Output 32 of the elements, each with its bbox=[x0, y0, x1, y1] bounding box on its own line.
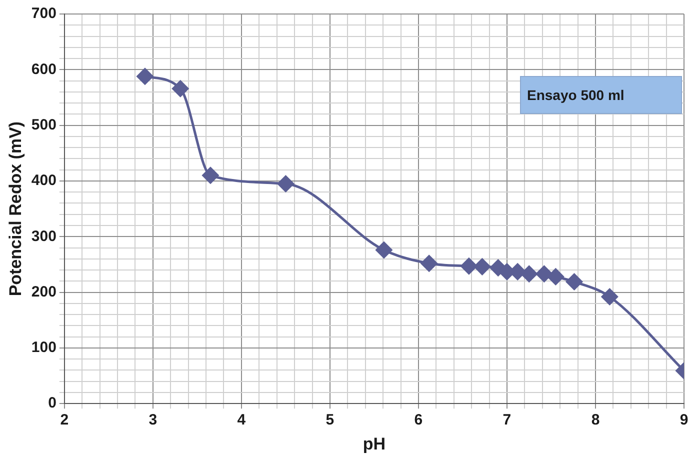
point bbox=[172, 80, 189, 97]
y-tick-label: 500 bbox=[31, 116, 56, 134]
point bbox=[420, 255, 438, 272]
y-axis-title: Potencial Redox (mV) bbox=[6, 121, 25, 296]
point bbox=[376, 242, 392, 258]
x-tick-label: 8 bbox=[591, 412, 600, 429]
y-tick-label: 300 bbox=[31, 228, 56, 245]
point bbox=[202, 167, 219, 184]
y-tick-label: 0 bbox=[48, 394, 56, 412]
point bbox=[601, 288, 618, 305]
x-tick-label: 7 bbox=[502, 412, 512, 429]
point bbox=[460, 258, 478, 274]
x-tick-label: 9 bbox=[680, 412, 688, 429]
y-tick-label: 400 bbox=[31, 172, 56, 190]
point bbox=[536, 266, 552, 282]
x-axis-title: pH bbox=[362, 434, 386, 454]
y-tick-label: 600 bbox=[31, 60, 56, 78]
y-tick-label: 700 bbox=[31, 5, 56, 22]
y-tick-label: 200 bbox=[31, 283, 56, 300]
x-tick-label: 2 bbox=[60, 412, 69, 429]
point bbox=[277, 176, 294, 192]
point bbox=[474, 258, 490, 275]
x-tick-label: 5 bbox=[326, 412, 334, 429]
x-tick-label: 3 bbox=[148, 412, 158, 429]
point bbox=[136, 68, 154, 85]
y-tick-label: 100 bbox=[31, 339, 56, 356]
x-tick-label: 4 bbox=[237, 412, 246, 429]
point bbox=[520, 266, 538, 282]
x-tick-label: 6 bbox=[414, 412, 423, 429]
point bbox=[566, 273, 582, 290]
point bbox=[547, 268, 564, 285]
text-box: Ensayo 500 ml bbox=[520, 76, 682, 114]
